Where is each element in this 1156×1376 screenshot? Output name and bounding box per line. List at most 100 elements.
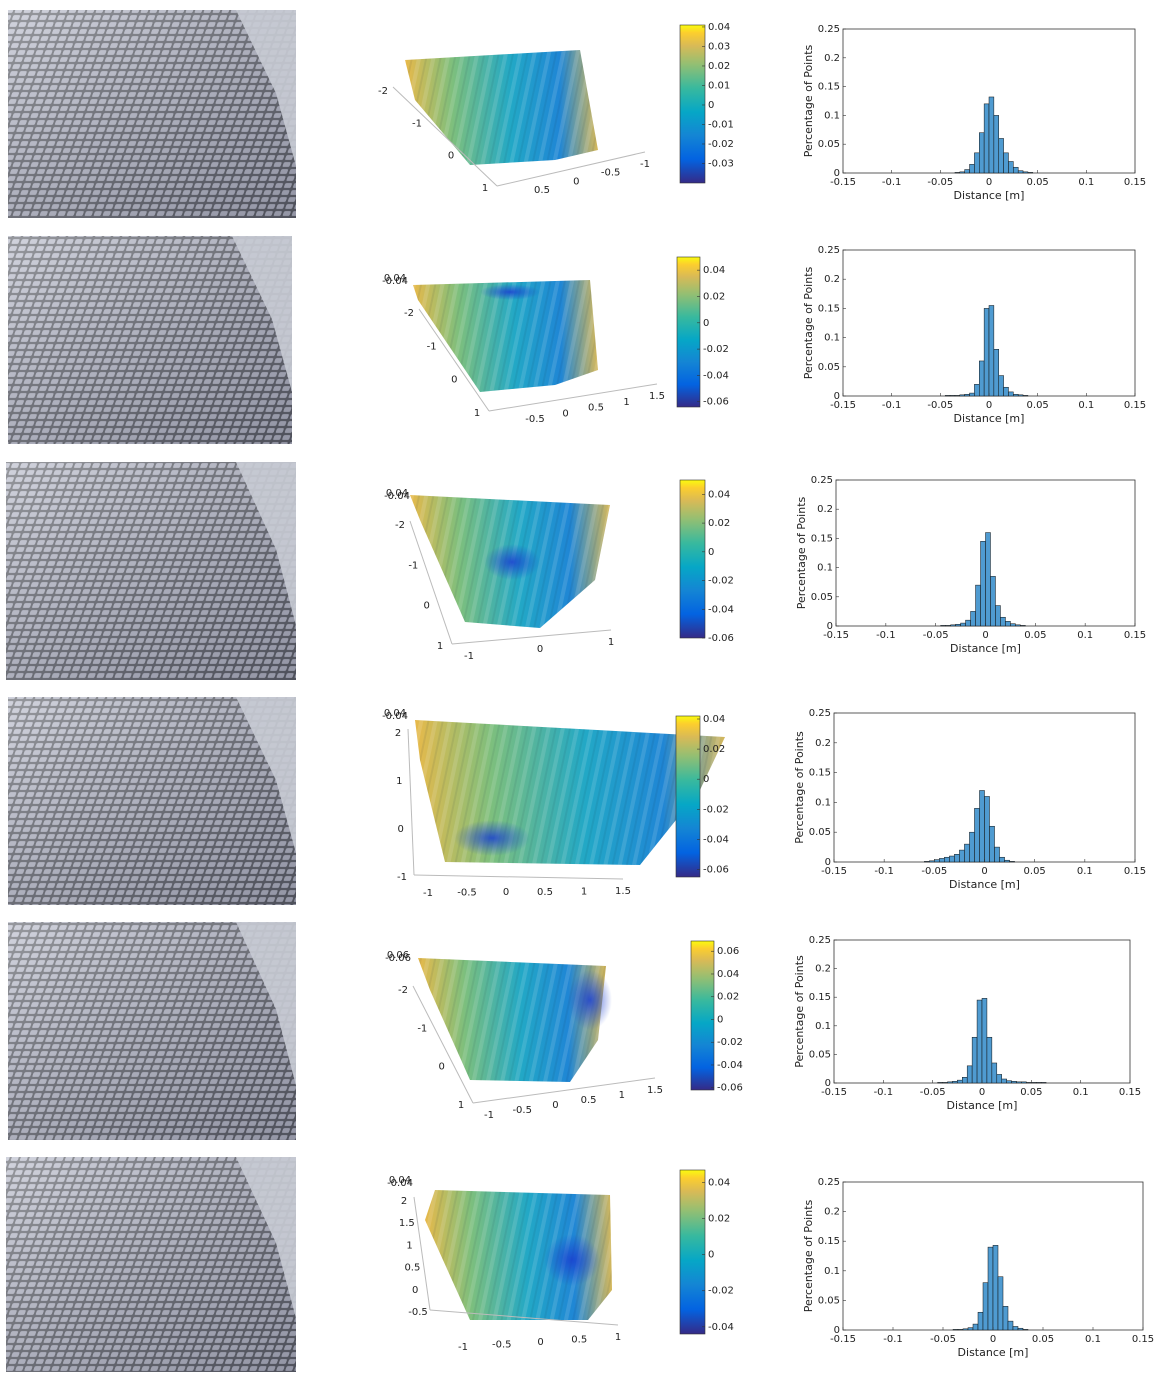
y-tick-label: 0.25 xyxy=(818,24,840,35)
x-tick-label: -0.15 xyxy=(830,177,856,188)
bar xyxy=(995,605,1001,627)
bar xyxy=(997,1276,1004,1331)
colorbar-tick-label: 0 xyxy=(703,318,709,329)
photo-shade xyxy=(8,236,292,444)
axis-line xyxy=(472,1077,656,1104)
axis-tick-label: 2 xyxy=(395,728,401,739)
bar xyxy=(979,360,985,397)
bar xyxy=(959,849,965,863)
bar xyxy=(987,1246,994,1331)
bar xyxy=(940,625,946,627)
bar xyxy=(974,384,980,397)
x-tick-label: -0.05 xyxy=(927,177,953,188)
colorbar-tick-label: 0.04 xyxy=(708,1178,730,1189)
axis-tick-label: -1 xyxy=(640,159,650,170)
y-tick-label: 0.05 xyxy=(818,139,840,150)
bar xyxy=(1015,624,1021,627)
point-cloud-texture xyxy=(418,958,606,1082)
axis-tick-label: 1 xyxy=(474,408,480,419)
x-tick-label: 0 xyxy=(986,177,992,188)
x-tick-label: 0.05 xyxy=(1024,866,1046,877)
y-tick-label: 0.2 xyxy=(824,274,840,285)
y-tick-label: 0.25 xyxy=(818,245,840,256)
axis-line xyxy=(413,1196,431,1311)
point-cloud-texture xyxy=(413,280,598,392)
depression xyxy=(484,544,540,580)
axis-tick-label: 0 xyxy=(448,151,454,162)
axis-tick-label: -1 xyxy=(458,1342,468,1353)
bar xyxy=(1001,1078,1007,1084)
z-tick-label: -0.04 xyxy=(382,711,408,722)
y-tick-label: 0.05 xyxy=(809,1049,831,1060)
depression xyxy=(544,1234,600,1286)
y-tick-label: 0.1 xyxy=(824,110,840,121)
x-tick-label: -0.05 xyxy=(921,866,947,877)
bar xyxy=(944,856,950,863)
axis-tick-label: -0.5 xyxy=(512,1105,532,1116)
bar xyxy=(954,395,961,397)
axis-tick-label: 0 xyxy=(503,887,509,898)
photo-shade xyxy=(8,922,296,1140)
bar xyxy=(1027,172,1034,174)
colorbar-tick-label: 0.04 xyxy=(717,969,739,980)
bar xyxy=(998,138,1004,174)
bar xyxy=(992,1245,999,1331)
x-tick-label: -0.15 xyxy=(823,630,849,641)
colorbar-tick-label: 0.03 xyxy=(708,41,730,52)
axis-tick-label: 1.5 xyxy=(399,1218,415,1229)
axis-tick-label: -1 xyxy=(417,1023,427,1034)
bar xyxy=(990,576,996,627)
photo-wall xyxy=(236,697,296,853)
bar xyxy=(994,846,1000,863)
axis-tick-label: -1 xyxy=(427,341,437,352)
bar xyxy=(965,619,971,627)
bar xyxy=(1036,1082,1042,1084)
bar xyxy=(975,584,981,627)
axis-tick-label: 0.5 xyxy=(534,185,550,196)
x-axis-label: Distance [m] xyxy=(947,1099,1018,1112)
y-tick-label: 0.2 xyxy=(824,53,840,64)
x-tick-label: 0.15 xyxy=(1124,866,1146,877)
colorbar-tick-label: 0.02 xyxy=(703,291,725,302)
bar xyxy=(1002,1306,1009,1331)
axis-line xyxy=(413,874,624,880)
y-tick-label: 0 xyxy=(825,857,831,868)
bar xyxy=(1022,1329,1029,1331)
bar xyxy=(979,132,985,174)
colorbar-tick-label: -0.02 xyxy=(703,344,729,355)
x-tick-label: -0.05 xyxy=(927,400,953,411)
y-tick-label: 0.15 xyxy=(818,1236,840,1247)
photo-wall xyxy=(236,462,296,626)
axis-tick-label: 1 xyxy=(608,637,614,648)
bar xyxy=(983,308,990,397)
photo-wall xyxy=(232,236,292,392)
bar xyxy=(1008,391,1014,397)
x-axis-label: Distance [m] xyxy=(958,1346,1029,1359)
bar xyxy=(974,808,980,863)
bar xyxy=(952,1081,958,1084)
y-tick-label: 0.25 xyxy=(809,935,831,946)
x-tick-label: 0 xyxy=(986,400,992,411)
y-tick-label: 0.05 xyxy=(818,362,840,373)
bar xyxy=(1004,859,1010,863)
bar xyxy=(985,532,991,627)
bar xyxy=(988,96,995,174)
x-tick-label: 0 xyxy=(981,866,987,877)
axis-tick-label: 1 xyxy=(482,183,488,194)
x-tick-label: -0.15 xyxy=(821,866,847,877)
colorbar-tick-label: 0 xyxy=(703,774,709,785)
x-tick-label: 0.05 xyxy=(1032,1334,1054,1345)
y-tick-label: 0.25 xyxy=(809,708,831,719)
x-tick-label: -0.1 xyxy=(874,1087,894,1098)
x-tick-label: 0.1 xyxy=(1073,1087,1089,1098)
axis-tick-label: -0.5 xyxy=(492,1340,512,1351)
point-cloud-texture xyxy=(425,1190,612,1320)
bar xyxy=(998,375,1004,397)
bar xyxy=(1006,1080,1012,1084)
bar xyxy=(1040,1082,1047,1084)
point-cloud-texture xyxy=(405,50,598,165)
axis-line xyxy=(429,1309,619,1326)
bar xyxy=(993,115,999,174)
x-tick-label: -0.15 xyxy=(830,1334,856,1345)
colorbar-tick-label: -0.06 xyxy=(708,633,734,644)
